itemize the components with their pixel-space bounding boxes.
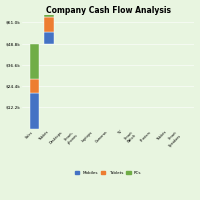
- Legend: Mobiles, Tablets, PCs: Mobiles, Tablets, PCs: [73, 169, 143, 177]
- Bar: [30, 93, 39, 129]
- Bar: [30, 79, 39, 93]
- Bar: [30, 44, 39, 79]
- Bar: [44, 32, 54, 44]
- Title: Company Cash Flow Analysis: Company Cash Flow Analysis: [46, 6, 171, 15]
- Bar: [44, 17, 54, 32]
- Bar: [44, 0, 54, 17]
